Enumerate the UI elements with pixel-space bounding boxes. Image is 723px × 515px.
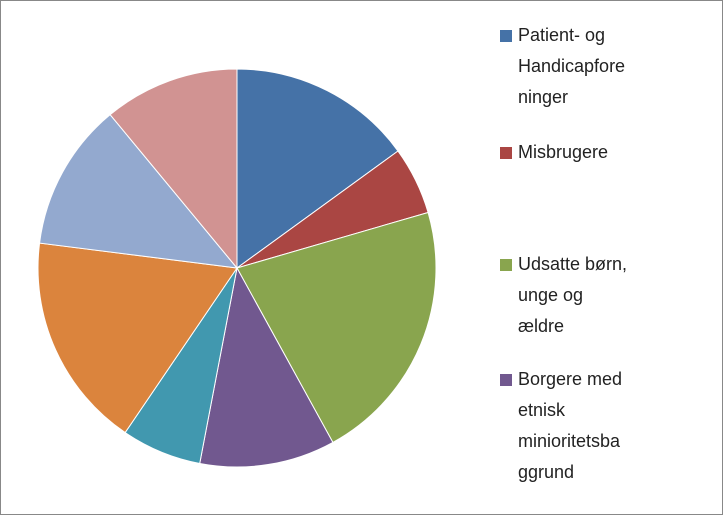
pie-slice bbox=[236, 68, 399, 269]
pie-slice bbox=[37, 242, 238, 434]
pie-slice bbox=[236, 211, 437, 444]
legend-swatch bbox=[500, 259, 512, 271]
legend-item: Patient- og Handicapforeninger bbox=[500, 20, 628, 113]
legend-item: Udsatte børn, unge og ældre bbox=[500, 249, 628, 342]
legend-swatch bbox=[500, 147, 512, 159]
pie-slice bbox=[39, 113, 239, 269]
legend-item: Misbrugere bbox=[500, 137, 628, 168]
legend-item: Borgere med etnisk minioritetsbaggrund bbox=[500, 364, 628, 488]
legend-swatch bbox=[500, 30, 512, 42]
legend-swatch bbox=[500, 374, 512, 386]
pie-slice bbox=[109, 68, 238, 270]
legend-label: Patient- og Handicapforeninger bbox=[518, 25, 626, 107]
legend-label: Misbrugere bbox=[518, 142, 609, 162]
legend-label: Udsatte børn, unge og ældre bbox=[518, 254, 628, 336]
pie-slice bbox=[199, 266, 334, 468]
legend-label: Borgere med etnisk minioritetsbaggrund bbox=[518, 369, 623, 482]
